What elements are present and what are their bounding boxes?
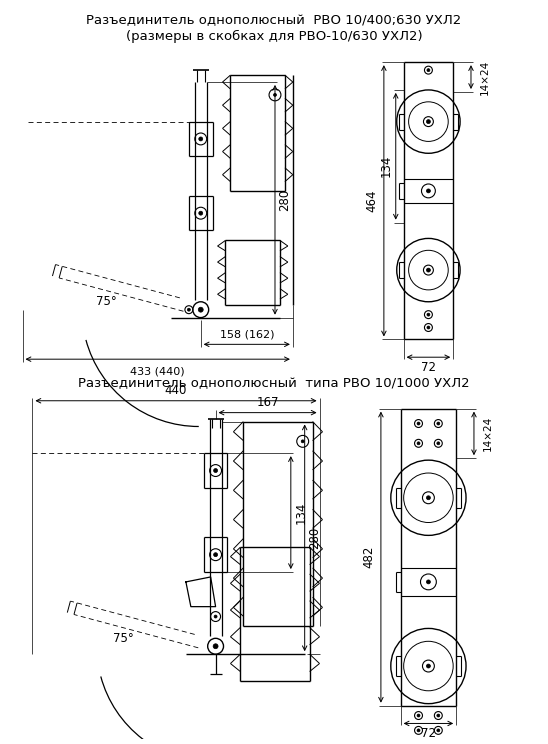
Circle shape xyxy=(199,211,203,215)
Text: Разъединитель однополюсный  типа РВО 10/1000 УХЛ2: Разъединитель однополюсный типа РВО 10/1… xyxy=(78,377,470,391)
Text: (размеры в скобках для РВО-10/630 УХЛ2): (размеры в скобках для РВО-10/630 УХЛ2) xyxy=(125,30,423,43)
Text: Разъединитель однополюсный  РВО 10/400;630 УХЛ2: Разъединитель однополюсный РВО 10/400;63… xyxy=(87,14,461,27)
Circle shape xyxy=(198,307,203,312)
Circle shape xyxy=(417,729,420,732)
Text: 72: 72 xyxy=(421,361,436,373)
Text: 14×24: 14×24 xyxy=(480,60,490,94)
Text: 280: 280 xyxy=(278,189,292,211)
Circle shape xyxy=(214,615,217,618)
Text: 72: 72 xyxy=(421,727,436,740)
Circle shape xyxy=(187,308,190,311)
Circle shape xyxy=(437,422,440,425)
Circle shape xyxy=(437,729,440,732)
Circle shape xyxy=(426,268,430,272)
Text: 75°: 75° xyxy=(113,632,134,645)
Circle shape xyxy=(417,422,420,425)
Circle shape xyxy=(273,94,277,97)
Circle shape xyxy=(426,120,430,124)
Circle shape xyxy=(426,580,430,584)
Circle shape xyxy=(417,714,420,717)
Circle shape xyxy=(301,440,304,443)
Circle shape xyxy=(213,644,218,649)
Text: 75°: 75° xyxy=(96,295,117,308)
Text: 280: 280 xyxy=(308,527,321,549)
Circle shape xyxy=(417,442,420,445)
Circle shape xyxy=(437,442,440,445)
Circle shape xyxy=(426,664,430,668)
Text: 158 (162): 158 (162) xyxy=(220,330,274,339)
Text: 482: 482 xyxy=(363,546,375,568)
Circle shape xyxy=(426,189,430,193)
Circle shape xyxy=(426,496,430,500)
Text: 167: 167 xyxy=(256,397,279,409)
Circle shape xyxy=(437,714,440,717)
Circle shape xyxy=(427,313,430,316)
Text: 440: 440 xyxy=(165,385,187,397)
Circle shape xyxy=(427,326,430,329)
Circle shape xyxy=(199,137,203,141)
Text: 14×24: 14×24 xyxy=(483,416,493,451)
Text: 134: 134 xyxy=(294,501,307,524)
Circle shape xyxy=(427,68,430,71)
Text: 134: 134 xyxy=(379,155,392,177)
Circle shape xyxy=(214,469,218,472)
Circle shape xyxy=(214,553,218,557)
Text: 433 (440): 433 (440) xyxy=(130,366,185,376)
Text: 464: 464 xyxy=(366,190,379,212)
